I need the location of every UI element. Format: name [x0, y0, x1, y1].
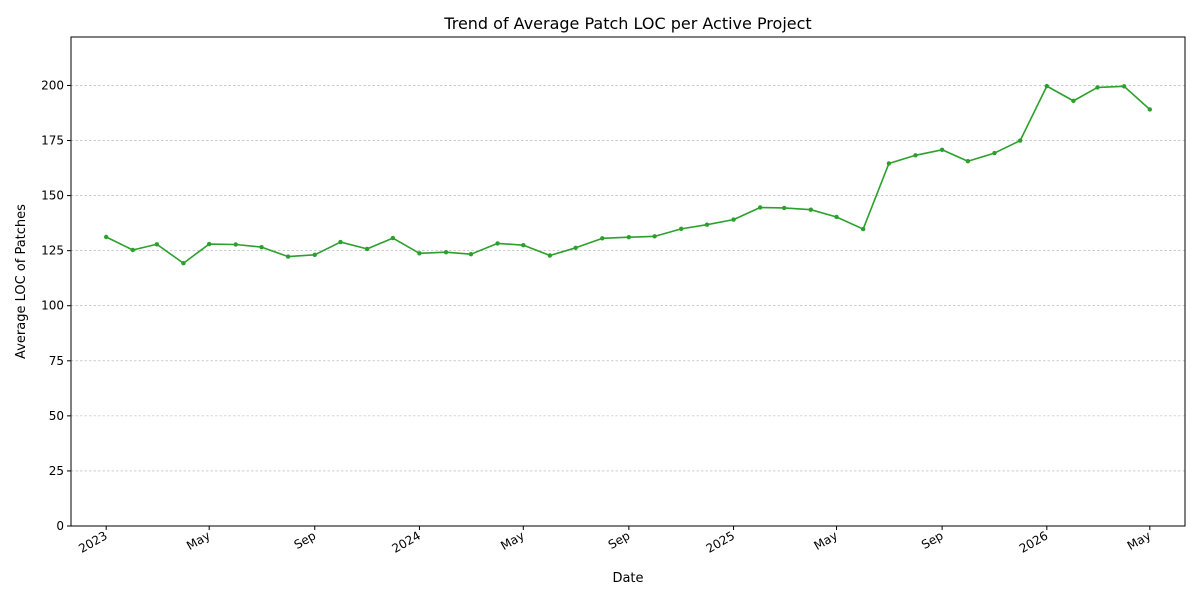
x-tick-label: 2024: [389, 528, 422, 555]
data-point: [181, 261, 186, 266]
x-tick-label: May: [184, 528, 212, 553]
data-point: [443, 250, 449, 255]
y-tick-label: 125: [41, 244, 64, 258]
data-point: [417, 251, 422, 256]
y-tick-label: 150: [41, 189, 64, 203]
data-point: [233, 242, 238, 247]
data-point: [312, 252, 317, 258]
data-point: [782, 205, 787, 211]
data-point: [1018, 138, 1023, 143]
data-point: [259, 244, 264, 250]
data-point: [364, 246, 370, 252]
data-point: [679, 226, 684, 232]
data-point: [1121, 84, 1127, 89]
data-point: [757, 205, 763, 210]
data-point: [390, 235, 396, 241]
x-tick-label: May: [1125, 528, 1153, 553]
y-axis-label: Average LOC of Patches: [14, 204, 29, 359]
y-tick-label: 0: [56, 519, 64, 533]
y-gridlines: [71, 85, 1185, 472]
x-tick-label: May: [812, 528, 840, 553]
x-tick-label: Sep: [606, 528, 633, 551]
y-tick-label: 200: [41, 78, 64, 92]
data-point: [860, 226, 866, 232]
data-point: [547, 253, 553, 258]
data-point: [992, 150, 997, 156]
chart-title: Trend of Average Patch LOC per Active Pr…: [443, 14, 811, 33]
data-point: [338, 239, 343, 245]
data-point: [808, 207, 814, 212]
x-tick-label: 2026: [1017, 528, 1050, 555]
data-point: [1095, 85, 1100, 90]
x-tick-label: May: [498, 528, 526, 553]
y-tick-label: 50: [49, 409, 64, 423]
data-point: [573, 245, 578, 250]
data-point: [965, 159, 971, 164]
data-point: [913, 153, 918, 158]
y-tick-label: 175: [41, 134, 64, 148]
data-point: [130, 247, 135, 253]
data-point: [600, 236, 605, 241]
data-point: [206, 241, 212, 247]
data-points: [103, 83, 1153, 266]
x-tick-label: 2025: [704, 528, 737, 555]
data-point: [495, 241, 500, 246]
y-tick-label: 75: [49, 354, 64, 368]
data-point: [468, 251, 474, 257]
data-point: [1044, 83, 1050, 89]
data-point: [285, 254, 291, 259]
data-point: [626, 235, 632, 240]
x-tick-label: 2023: [76, 528, 109, 555]
data-point: [103, 234, 109, 240]
y-axis: 0 25 50 75 100 125 150 175 200: [41, 78, 71, 533]
data-point: [154, 242, 160, 247]
data-point: [652, 234, 657, 239]
plot-frame: [70, 36, 1186, 527]
x-axis: 2023 May Sep 2024 May Sep 2025 May Sep 2026 May: [76, 526, 1153, 556]
data-point: [1071, 98, 1076, 104]
data-point: [834, 214, 839, 220]
data-point: [1147, 107, 1153, 112]
data-point: [939, 147, 945, 152]
x-tick-label: Sep: [919, 528, 946, 551]
data-point: [731, 217, 736, 222]
data-point: [886, 161, 892, 166]
x-axis-label: Date: [612, 571, 643, 586]
data-point: [521, 242, 526, 248]
x-tick-label: Sep: [292, 528, 319, 551]
data-point: [704, 222, 710, 227]
y-tick-label: 100: [41, 299, 64, 313]
y-tick-label: 25: [49, 464, 64, 478]
